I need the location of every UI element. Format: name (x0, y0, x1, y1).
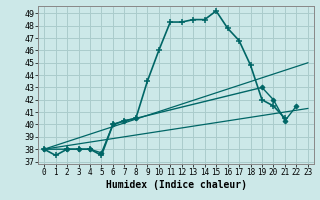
X-axis label: Humidex (Indice chaleur): Humidex (Indice chaleur) (106, 180, 246, 190)
